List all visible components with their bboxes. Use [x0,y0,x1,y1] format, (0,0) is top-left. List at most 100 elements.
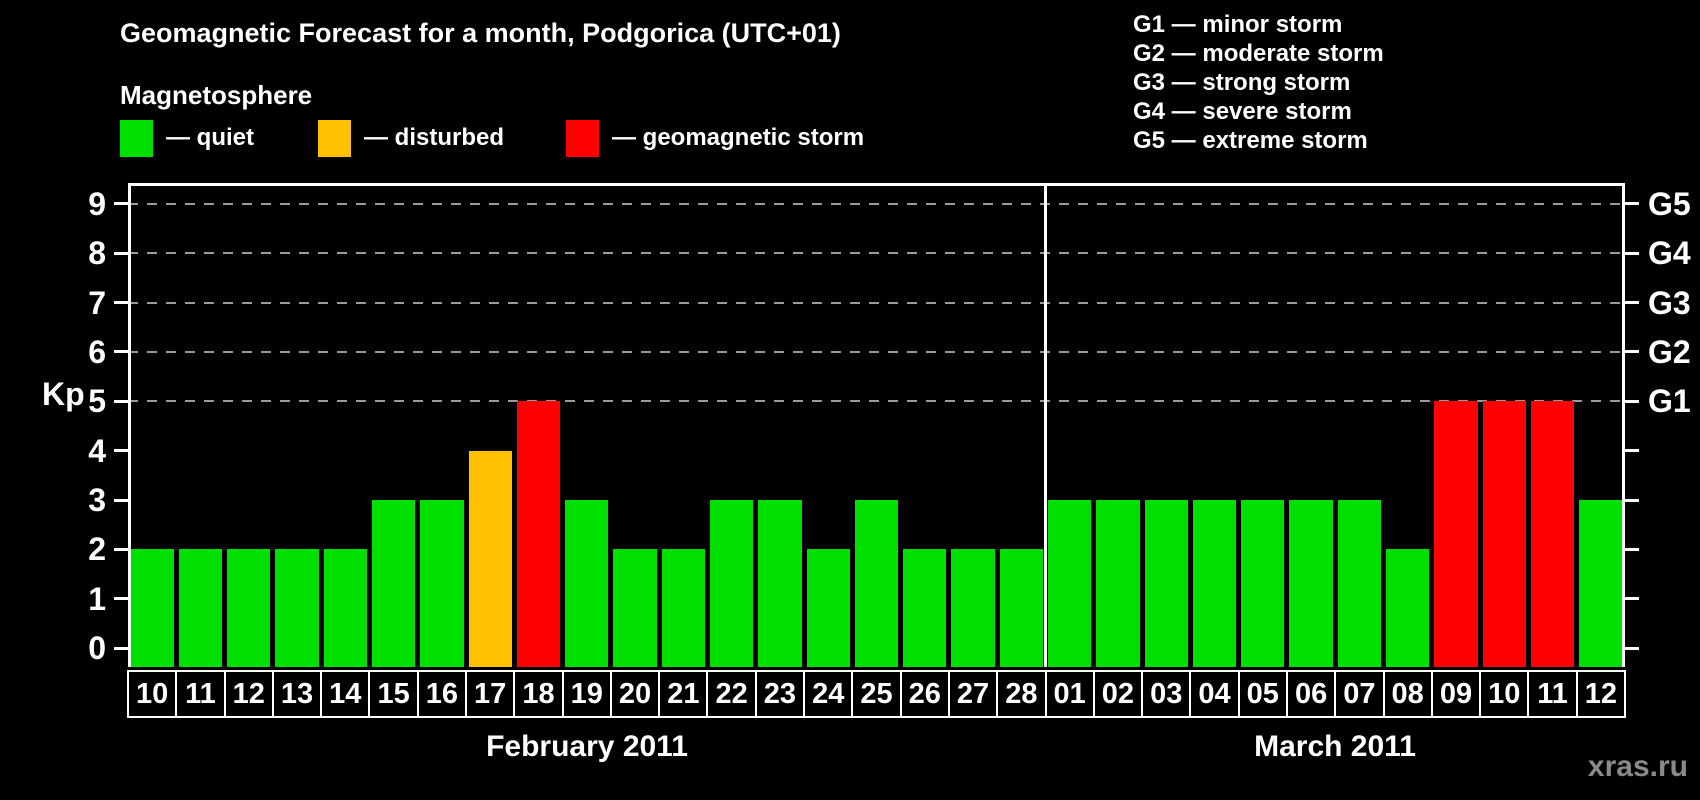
y-tick-label-4: 4 [88,432,106,469]
day-label-15: 15 [368,670,419,718]
g-axis-label-g1: G1 [1648,383,1691,420]
y-tick-right-5 [1625,399,1639,403]
g-legend-g2: G2 — moderate storm [1133,40,1384,67]
kp-bar-day-08 [1386,549,1430,667]
kp-bar-day-28 [999,549,1043,667]
kp-bar-day-20 [613,549,657,667]
day-label-02: 02 [1092,670,1144,718]
gridline-kp6 [128,350,1625,353]
kp-bar-day-25 [854,500,899,667]
y-tick-label-0: 0 [88,630,106,667]
g-legend-g4: G4 — severe storm [1133,98,1352,125]
kp-bar-day-24 [806,549,850,667]
legend-label-storm: — geomagnetic storm [612,124,865,151]
kp-bar-day-19 [565,500,609,667]
y-tick-right-9 [1625,202,1639,206]
kp-bar-day-14 [323,549,367,667]
y-tick-left-3 [114,498,128,502]
kp-bar-day-05 [1241,500,1285,667]
kp-bar-day-10 [130,549,174,667]
y-tick-right-7 [1625,301,1639,305]
watermark: xras.ru [1587,750,1688,783]
plot-border-left [128,183,131,667]
gridline-kp8 [128,252,1625,255]
y-tick-label-2: 2 [88,531,106,568]
kp-bar-day-17 [468,450,512,667]
g-axis-label-g2: G2 [1648,333,1691,370]
y-tick-right-8 [1625,251,1639,255]
g-legend-g1: G1 — minor storm [1133,11,1343,38]
day-label-01: 01 [1044,670,1095,718]
day-label-16: 16 [416,670,468,718]
y-tick-left-2 [114,547,128,551]
month-separator-line [1044,183,1048,667]
kp-bar-day-13 [275,549,319,667]
day-label-25: 25 [851,670,902,718]
day-label-18: 18 [513,670,564,718]
y-tick-label-9: 9 [88,185,106,222]
y-tick-left-0 [114,646,128,650]
day-label-21: 21 [658,670,709,718]
gridline-kp5 [128,400,1625,403]
y-tick-label-3: 3 [88,482,106,519]
day-label-10: 10 [127,670,178,718]
day-label-07: 07 [1334,670,1385,718]
day-label-28: 28 [996,670,1047,718]
kp-bar-day-03 [1144,500,1188,667]
kp-bar-day-15 [371,500,416,667]
legend-item-disturbed: — disturbed [318,119,504,157]
y-tick-label-8: 8 [88,235,106,272]
day-label-27: 27 [947,670,999,718]
day-label-22: 22 [706,670,757,718]
day-label-14: 14 [320,670,371,718]
kp-bar-day-07 [1337,500,1382,667]
gridline-kp7 [128,301,1625,304]
day-label-24: 24 [803,670,854,718]
y-tick-right-6 [1625,350,1639,354]
disturbed-color-swatch [318,119,351,157]
kp-bar-day-09 [1434,401,1478,667]
y-tick-label-7: 7 [88,284,106,321]
y-tick-left-1 [114,597,128,601]
day-label-10: 10 [1479,670,1530,718]
day-label-26: 26 [899,670,950,718]
kp-bar-day-01 [1048,500,1092,667]
day-label-11: 11 [175,670,226,718]
g-legend-g5: G5 — extreme storm [1133,127,1368,154]
plot-border-top [128,183,1625,186]
day-label-04: 04 [1189,670,1240,718]
y-tick-label-6: 6 [88,333,106,370]
y-tick-left-8 [114,251,128,255]
y-tick-right-2 [1625,547,1639,551]
y-tick-label-5: 5 [88,383,106,420]
kp-bar-day-10 [1482,401,1526,667]
month-label-march: March 2011 [1254,730,1416,763]
y-tick-left-9 [114,202,128,206]
day-label-23: 23 [754,670,806,718]
day-label-17: 17 [465,670,516,718]
kp-bar-day-11 [178,549,223,667]
legend-label-quiet: — quiet [166,124,254,151]
magnetosphere-legend-heading: Magnetosphere [120,80,313,110]
kp-bar-day-22 [709,500,754,667]
g-axis-label-g4: G4 [1648,235,1691,272]
kp-bar-day-26 [903,549,947,667]
g-axis-label-g5: G5 [1648,185,1691,222]
day-label-03: 03 [1141,670,1192,718]
legend-item-quiet: — quiet [120,119,254,157]
quiet-color-swatch [120,119,153,157]
kp-bar-day-02 [1096,500,1140,667]
kp-bar-day-11 [1530,401,1575,667]
month-label-february: February 2011 [486,730,688,763]
kp-bar-day-23 [758,500,802,667]
legend-item-storm: — geomagnetic storm [566,119,864,157]
y-tick-left-4 [114,449,128,453]
chart-title: Geomagnetic Forecast for a month, Podgor… [120,18,841,48]
y-tick-right-4 [1625,449,1639,453]
y-tick-label-1: 1 [88,580,106,617]
kp-bar-day-04 [1192,500,1237,667]
day-label-08: 08 [1382,670,1433,718]
y-axis-title: Kp [42,376,85,412]
kp-bar-day-27 [951,549,995,667]
